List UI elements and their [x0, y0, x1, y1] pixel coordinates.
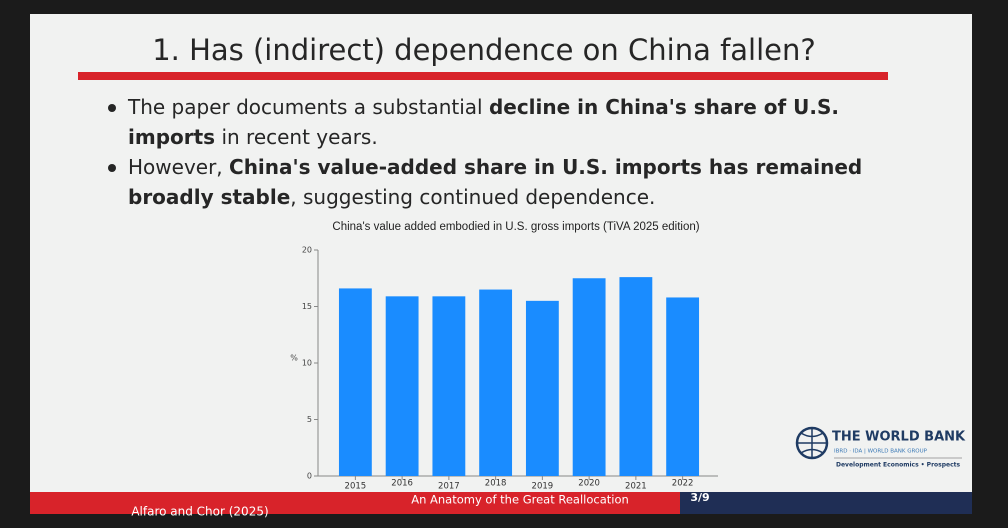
bullet-dot	[108, 164, 116, 172]
footer-authors: Alfaro and Chor (2025)	[131, 505, 268, 519]
y-tick-label: 20	[302, 246, 312, 255]
logo-group: IBRD · IDA | WORLD BANK GROUP	[834, 449, 928, 455]
logo-name: THE WORLD BANK	[832, 430, 966, 445]
bar	[525, 300, 559, 476]
x-tick-label: 2021	[625, 482, 647, 492]
bullet-line: The paper documents a substantial declin…	[127, 95, 839, 119]
bar	[619, 277, 653, 476]
x-tick-label: 2015	[345, 482, 367, 492]
chart-title: China's value added embodied in U.S. gro…	[332, 221, 699, 233]
bullet-line: However, China's value-added share in U.…	[128, 155, 862, 179]
bullet-text: , suggesting continued dependence.	[290, 185, 655, 209]
x-tick-label: 2019	[532, 482, 554, 492]
bullet-text: broadly stable	[128, 185, 290, 209]
chart: 0 5 10 15 20 2015 2016 2017 2018 2019 2020 2021 2022	[302, 246, 718, 492]
footer-page: 3/9	[690, 491, 709, 504]
y-tick-label: 5	[307, 415, 312, 424]
footer-paper: An Anatomy of the Great Reallocation	[411, 493, 629, 507]
bullets: The paper documents a substantial declin…	[108, 95, 862, 209]
logo-lines	[797, 428, 827, 458]
bullet-dot	[108, 104, 116, 112]
footer-bar-dark	[680, 492, 972, 514]
x-tick-label: 2018	[485, 479, 507, 489]
bullet-text: imports	[128, 125, 215, 149]
bullet-text: decline in China's share of U.S.	[489, 95, 839, 119]
bar	[432, 296, 466, 476]
logo-unit: Development Economics • Prospects	[836, 462, 961, 469]
y-tick-label: 10	[302, 359, 312, 368]
y-tick-label: 0	[307, 472, 312, 481]
y-tick-label: 15	[302, 302, 312, 311]
bullet-text: in recent years.	[215, 125, 378, 149]
bullet-text: However,	[128, 155, 229, 179]
x-tick-label: 2017	[438, 482, 460, 492]
bar	[666, 297, 700, 476]
bar	[479, 289, 513, 476]
bullet-text: The paper documents a substantial	[127, 95, 489, 119]
bar	[385, 296, 419, 476]
footer-bar	[30, 492, 680, 514]
title-rule	[78, 72, 888, 80]
bullet-text: China's value-added share in U.S. import…	[229, 155, 862, 179]
slide-title: 1. Has (indirect) dependence on China fa…	[152, 33, 816, 67]
x-tick-label: 2020	[578, 479, 600, 489]
y-axis-label: %	[290, 354, 298, 363]
bar	[338, 288, 372, 476]
x-tick-label: 2016	[391, 479, 413, 489]
bullet-line: imports in recent years.	[128, 125, 378, 149]
x-tick-label: 2022	[672, 479, 694, 489]
bullet-line: broadly stable, suggesting continued dep…	[128, 185, 655, 209]
bar	[572, 278, 606, 476]
